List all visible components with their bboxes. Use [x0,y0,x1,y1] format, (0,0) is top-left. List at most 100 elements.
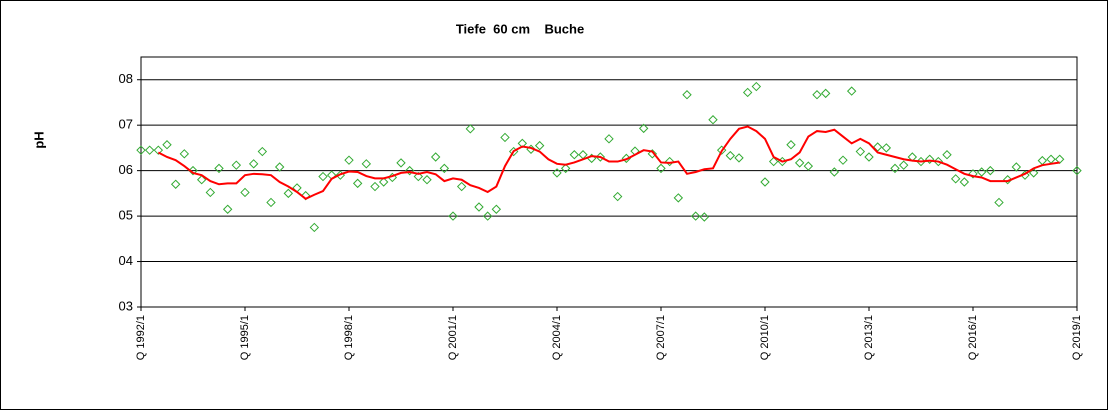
data-point [396,158,406,168]
data-point [552,168,562,178]
trend-line [157,125,1060,200]
data-point [144,145,155,155]
data-point [1028,168,1039,178]
data-point [924,154,935,164]
data-point [968,169,978,179]
data-point [786,140,796,150]
data-point [196,175,207,185]
data-point [274,162,285,172]
data-point [994,197,1004,208]
data-point [439,163,450,174]
data-point [656,163,666,174]
y-tick-label: 06 [119,162,133,177]
data-point [647,149,658,159]
data-point [500,132,510,143]
data-point [708,115,718,125]
y-tick-label: 05 [119,208,133,223]
data-point [162,140,172,150]
data-point [812,90,822,100]
data-point [916,156,926,167]
data-point [560,163,571,174]
data-point [361,159,372,169]
data-point [1072,165,1082,176]
x-tick-label: Q 2001/1 [447,315,459,360]
data-point [855,146,866,157]
data-point [482,211,493,221]
data-point [976,167,987,177]
data-point [170,179,181,189]
data-point [448,211,458,221]
data-point [760,177,770,187]
data-point [612,191,623,202]
data-point [933,156,944,167]
x-tick-label: Q 1995/1 [239,315,251,360]
data-point [638,123,649,134]
chart-title: Tiefe 60 cm Buche [456,21,584,36]
data-point [881,143,892,153]
data-point [318,171,328,182]
data-point [846,86,857,96]
data-point [352,178,363,189]
data-point [985,165,996,176]
data-point [751,81,762,92]
data-point [734,153,744,163]
data-point [829,167,840,177]
data-point [664,156,675,167]
data-point [794,158,805,168]
x-tick-label: Q 2004/1 [551,315,563,360]
data-point [673,193,684,203]
y-axis-label: pH [31,131,46,148]
x-tick-label: Q 2007/1 [655,315,667,360]
data-point [309,222,320,233]
data-point [266,197,276,208]
data-point [898,160,909,170]
data-point [430,152,441,162]
data-point [153,145,164,155]
data-point [422,175,432,185]
data-point [682,90,692,100]
data-point [872,142,883,152]
x-tick-label: Q 1992/1 [135,315,147,360]
data-point [222,204,233,214]
data-point [690,211,701,221]
data-point [205,187,216,198]
x-tick-label: Q 1998/1 [343,315,355,360]
data-point [344,155,354,165]
data-point [534,140,545,151]
data-point [474,202,484,212]
data-point [240,187,250,198]
data-point [491,204,502,214]
y-tick-label: 03 [119,298,133,313]
data-point [370,181,380,192]
data-point [604,134,614,144]
y-tick-label: 07 [119,117,133,132]
data-point [179,149,190,159]
data-point [465,124,476,134]
data-point [456,181,467,192]
x-tick-label: Q 2016/1 [967,315,979,360]
data-point [231,160,242,170]
data-point [257,146,268,157]
data-point [950,174,961,184]
data-point [378,177,389,187]
data-point [283,188,294,199]
data-point [248,159,259,169]
data-point [725,150,736,161]
data-point [1011,162,1022,172]
x-tick-label: Q 2019/1 [1071,315,1083,360]
data-point [959,177,970,187]
x-tick-label: Q 2013/1 [863,315,875,360]
y-tick-label: 08 [119,71,133,86]
data-point [742,87,753,98]
data-point [803,161,814,171]
data-point [1020,170,1030,180]
data-point [890,163,900,174]
data-point [404,165,415,176]
data-point [942,150,952,160]
data-point [413,171,424,182]
data-point [864,152,874,162]
data-point [595,152,606,162]
x-tick-label: Q 2010/1 [759,315,771,360]
data-point [838,155,848,165]
